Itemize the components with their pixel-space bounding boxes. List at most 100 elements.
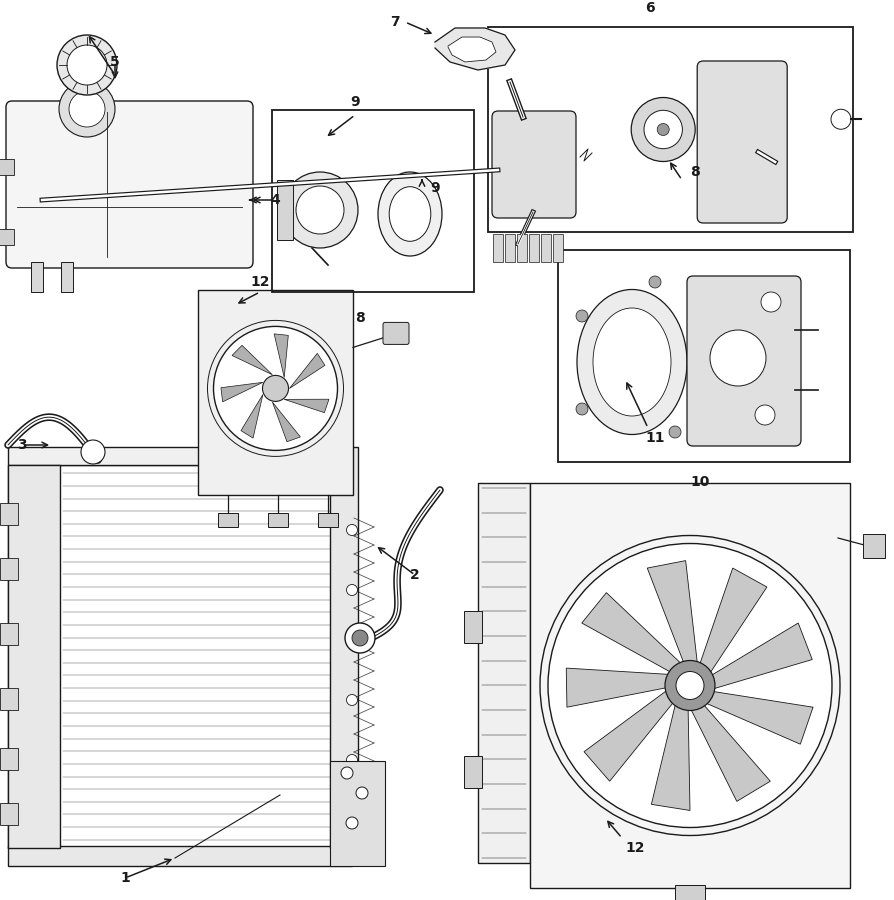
Bar: [529, 234, 539, 262]
Bar: [464, 611, 482, 643]
Bar: [0, 159, 14, 175]
Polygon shape: [699, 568, 767, 674]
Text: 12: 12: [250, 275, 270, 289]
Text: 8: 8: [690, 165, 700, 179]
Text: 10: 10: [690, 475, 710, 489]
Bar: [863, 534, 885, 558]
Bar: [493, 234, 503, 262]
Polygon shape: [273, 402, 300, 442]
Circle shape: [352, 630, 368, 646]
FancyBboxPatch shape: [697, 61, 788, 223]
Circle shape: [710, 330, 766, 386]
Bar: [8, 465, 60, 848]
Polygon shape: [566, 668, 671, 707]
Circle shape: [345, 623, 375, 653]
Polygon shape: [652, 702, 690, 811]
Bar: [318, 513, 338, 527]
Polygon shape: [690, 704, 771, 801]
Circle shape: [644, 111, 682, 148]
Circle shape: [347, 634, 358, 645]
Bar: [8, 846, 352, 866]
Circle shape: [576, 403, 588, 415]
FancyBboxPatch shape: [6, 101, 253, 268]
Circle shape: [631, 97, 696, 161]
Circle shape: [347, 525, 358, 535]
Bar: [478, 483, 530, 863]
Circle shape: [81, 440, 105, 464]
FancyBboxPatch shape: [492, 111, 576, 218]
Bar: [272, 110, 474, 292]
Polygon shape: [284, 400, 329, 413]
Polygon shape: [232, 346, 273, 374]
Bar: [0, 623, 18, 645]
Circle shape: [761, 292, 781, 312]
Circle shape: [356, 787, 368, 799]
Bar: [277, 180, 293, 240]
Bar: [0, 688, 18, 710]
Bar: [61, 262, 73, 292]
Bar: [558, 250, 850, 462]
Polygon shape: [647, 561, 697, 665]
Text: 2: 2: [410, 568, 420, 582]
Ellipse shape: [389, 186, 431, 241]
Text: 12: 12: [625, 841, 645, 855]
Circle shape: [282, 172, 358, 248]
Text: 5: 5: [110, 55, 120, 69]
Bar: [330, 761, 385, 866]
Bar: [31, 262, 43, 292]
Circle shape: [347, 809, 358, 821]
Circle shape: [576, 310, 588, 322]
Polygon shape: [435, 28, 515, 70]
Bar: [675, 885, 705, 900]
Circle shape: [831, 109, 851, 130]
Bar: [268, 513, 288, 527]
Bar: [505, 234, 515, 262]
Polygon shape: [704, 691, 813, 744]
Bar: [0, 229, 14, 245]
Text: 4: 4: [270, 193, 280, 207]
Text: 9: 9: [350, 95, 359, 109]
Circle shape: [657, 123, 670, 136]
Ellipse shape: [378, 172, 442, 256]
Polygon shape: [290, 354, 325, 389]
Bar: [553, 234, 563, 262]
Circle shape: [263, 375, 289, 401]
Circle shape: [67, 45, 107, 85]
Circle shape: [347, 695, 358, 706]
Text: 7: 7: [390, 15, 400, 29]
Circle shape: [214, 327, 338, 450]
Bar: [541, 234, 551, 262]
Ellipse shape: [593, 308, 671, 416]
Bar: [0, 748, 18, 770]
Polygon shape: [584, 689, 674, 781]
Text: 1: 1: [120, 871, 130, 885]
Circle shape: [59, 81, 115, 137]
Bar: [0, 558, 18, 580]
Bar: [517, 234, 527, 262]
Circle shape: [296, 186, 344, 234]
Circle shape: [341, 767, 353, 779]
FancyBboxPatch shape: [383, 322, 409, 345]
Ellipse shape: [577, 290, 687, 435]
Bar: [330, 447, 358, 848]
Text: 9: 9: [430, 181, 440, 195]
Circle shape: [347, 584, 358, 596]
Circle shape: [347, 754, 358, 766]
Text: 11: 11: [645, 431, 665, 445]
FancyBboxPatch shape: [687, 276, 801, 446]
Text: 6: 6: [645, 1, 654, 15]
Circle shape: [346, 817, 358, 829]
Bar: [0, 503, 18, 525]
Polygon shape: [8, 465, 352, 848]
Bar: [198, 290, 353, 495]
Bar: [218, 513, 238, 527]
Circle shape: [676, 671, 704, 699]
Bar: [0, 803, 18, 825]
Text: 8: 8: [355, 311, 365, 325]
Bar: [464, 756, 482, 788]
Bar: [530, 483, 850, 888]
Circle shape: [669, 426, 681, 438]
Text: 3: 3: [17, 438, 27, 452]
Circle shape: [69, 91, 105, 127]
Polygon shape: [241, 394, 263, 438]
